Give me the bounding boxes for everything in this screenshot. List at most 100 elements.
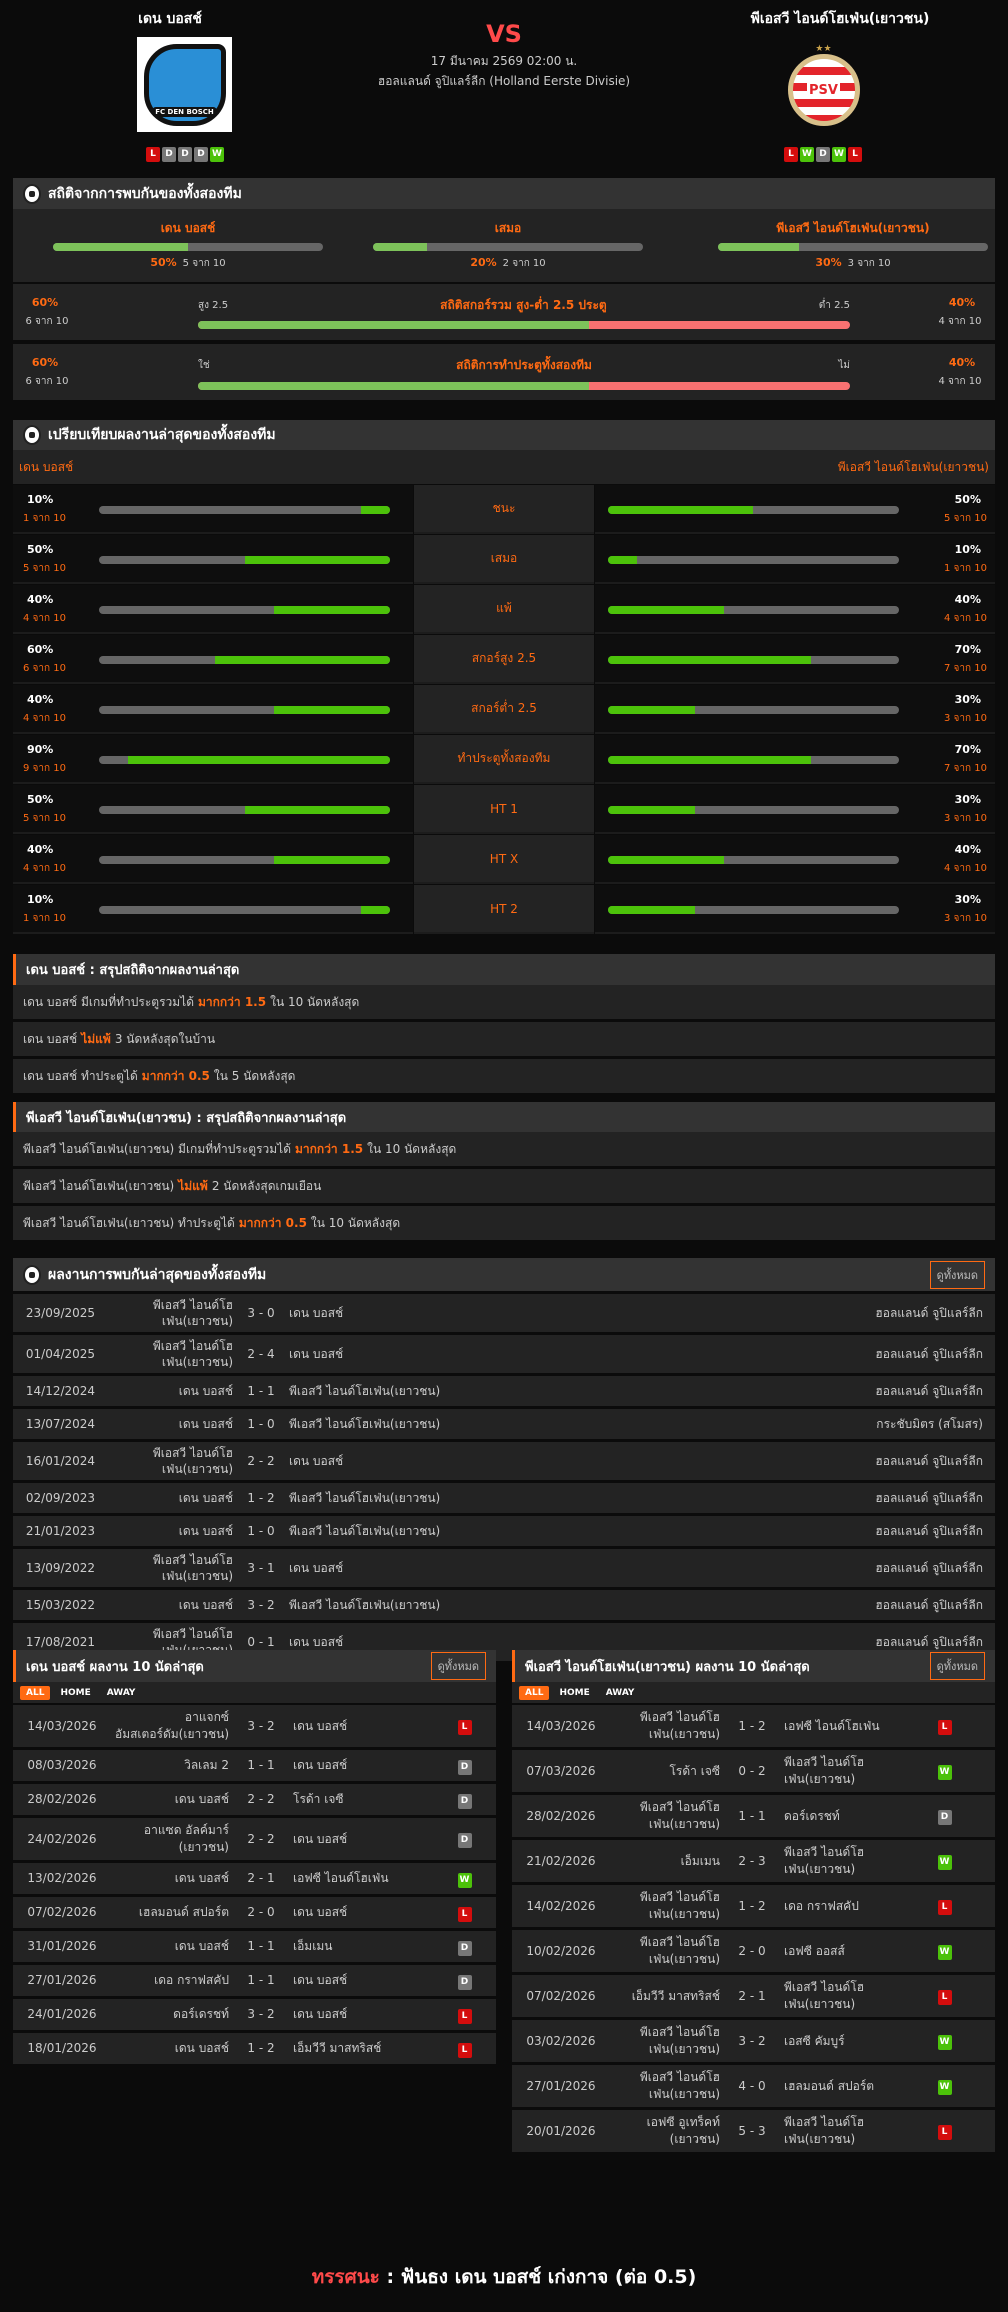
home-bar — [99, 556, 390, 564]
over-under-title: สถิติสกอร์รวม สูง-ต่ำ 2.5 ประตู — [440, 298, 607, 312]
summary-row: เดน บอสช์ ไม่แพ้ 3 นัดหลังสุดในบ้าน — [13, 1022, 995, 1056]
result-row[interactable]: 07/02/2026 เฮลมอนด์ สปอร์ต 2 - 0 เดน บอสช์ L — [13, 1897, 496, 1928]
competition: ฮอลแลนด์ จูปิแลร์ลีก — [875, 1306, 983, 1320]
h2h-row[interactable]: 15/03/2022 เดน บอสช์ 3 - 2 พีเอสวี ไอนด์โฮเ… — [13, 1590, 995, 1620]
away-team: เดน บอสช์ — [293, 1758, 348, 1772]
result-row[interactable]: 08/03/2026 วิลเลม 2 1 - 1 เดน บอสช์ D — [13, 1750, 496, 1781]
away-team: พีเอสวี ไอนด์โฮเฟ่น(เยาวชน) — [289, 1491, 441, 1505]
summary-highlight: ไม่แพ้ — [81, 1031, 111, 1046]
away-team-name[interactable]: พีเอสวี ไอนด์โฮเฟ่น(เยาวชน) — [750, 11, 930, 27]
view-all-button[interactable]: ดูทั้งหมด — [929, 1260, 985, 1289]
h2h-row[interactable]: 01/04/2025 พีเอสวี ไอนด์โฮเฟ่น(เยาวชน) 2 -… — [13, 1335, 995, 1373]
home-pct: 50% — [27, 543, 54, 556]
summary-text: 2 นัดหลังสุดเกมเยือน — [211, 1178, 322, 1193]
over-under-panel: 60% 6 จาก 10 สูง 2.5 สถิติสกอร์รวม สูง-ต… — [13, 284, 995, 340]
tab-all[interactable]: ALL — [519, 1685, 550, 1700]
h2h-results-header: ผลงานการพบกันล่าสุดของทั้งสองทีม ดูทั้งห… — [13, 1258, 995, 1291]
soccer-ball-icon — [23, 425, 41, 445]
score: 1 - 2 — [738, 1898, 766, 1913]
h2h-row[interactable]: 13/09/2022 พีเอสวี ไอนด์โฮเฟ่น(เยาวชน) 3 -… — [13, 1549, 995, 1587]
view-all-button[interactable]: ดูทั้งหมด — [430, 1652, 486, 1680]
away-team: พีเอสวี ไอนด์โฮเฟ่น(เยาวชน) — [289, 1384, 441, 1398]
result-row[interactable]: 18/01/2026 เดน บอสช์ 1 - 2 เอ็มวีวี มาสทริส… — [13, 2033, 496, 2064]
home-team: เดน บอสช์ — [178, 1491, 233, 1505]
result-row[interactable]: 14/02/2026 พีเอสวี ไอนด์โฮเฟ่น(เยาวชน) 1 -… — [512, 1885, 995, 1927]
away-bar — [607, 906, 899, 914]
result-row[interactable]: 07/03/2026 โรด้า เจซี 0 - 2 พีเอสวี ไอนด์โฮ… — [512, 1750, 995, 1792]
result-row[interactable]: 14/03/2026 อาแจกซ์ อัมสเตอร์ดัม(เยาวชน) 3 … — [13, 1705, 496, 1747]
away-team: เดน บอสช์ — [293, 2007, 348, 2021]
match-date: 14/03/2026 — [526, 1718, 596, 1733]
h2h-row[interactable]: 13/07/2024 เดน บอสช์ 1 - 0 พีเอสวี ไอนด์โฮเ… — [13, 1409, 995, 1439]
compare-row: 40% 4 จาก 10 สกอร์ต่ำ 2.5 30% 3 จาก 10 — [13, 685, 995, 734]
result-row[interactable]: 13/02/2026 เดน บอสช์ 2 - 1 เอฟซี ไอนด์โฮเฟ่… — [13, 1863, 496, 1894]
away-team: เดน บอสช์ — [289, 1635, 344, 1649]
compare-label: HT 2 — [414, 885, 594, 934]
summary-highlight: มากกว่า 0.5 — [141, 1068, 210, 1083]
result-row[interactable]: 27/01/2026 เดอ กราฟสคัป 1 - 1 เดน บอสช์ D — [13, 1965, 496, 1996]
summary-text: ใน 10 นัดหลังสุด — [367, 1141, 457, 1156]
stat-label: เสมอ — [494, 221, 522, 235]
score: 2 - 2 — [247, 1792, 275, 1806]
tab-home[interactable]: HOME — [559, 1687, 590, 1698]
home-team: เดน บอสช์ — [174, 1792, 229, 1806]
stat-values: 50% 5 จาก 10 — [53, 256, 323, 271]
home-team: พีเอสวี ไอนด์โฮเฟ่น(เยาวชน) — [639, 1710, 720, 1741]
result-row[interactable]: 28/02/2026 พีเอสวี ไอนด์โฮเฟ่น(เยาวชน) 1 -… — [512, 1795, 995, 1837]
recent-home-header: เดน บอสช์ ผลงาน 10 นัดล่าสุด ดูทั้งหมด — [13, 1650, 496, 1682]
recent-home-tabs: ALL HOME AWAY — [13, 1682, 496, 1703]
competition: ฮอลแลนด์ จูปิแลร์ลีก — [875, 1635, 983, 1649]
section-title: เปรียบเทียบผลงานล่าสุดของทั้งสองทีม — [48, 427, 276, 443]
home-bar — [99, 506, 390, 514]
result-badge: L — [937, 1720, 952, 1735]
result-badge: W — [937, 1945, 952, 1960]
tab-away[interactable]: AWAY — [106, 1687, 136, 1698]
result-badge: D — [457, 1793, 472, 1809]
away-fill — [607, 556, 637, 564]
tab-all[interactable]: ALL — [20, 1685, 51, 1700]
score: 2 - 2 — [247, 1454, 275, 1468]
result-row[interactable]: 24/01/2026 ดอร์เดรชท์ 3 - 2 เดน บอสช์ L — [13, 1999, 496, 2030]
result-row[interactable]: 21/02/2026 เอ็มเมน 2 - 3 พีเอสวี ไอนด์โฮเฟ่… — [512, 1840, 995, 1882]
home-team-name[interactable]: เดน บอสช์ — [138, 11, 202, 27]
result-row[interactable]: 27/01/2026 พีเอสวี ไอนด์โฮเฟ่น(เยาวชน) 4 -… — [512, 2065, 995, 2107]
result-row[interactable]: 07/02/2026 เอ็มวีวี มาสทริสช์ 2 - 1 พีเอสวี… — [512, 1975, 995, 2017]
stat-label: เดน บอสช์ — [160, 221, 216, 235]
home-team: พีเอสวี ไอนด์โฮเฟ่น(เยาวชน) — [639, 1800, 720, 1831]
h2h-row[interactable]: 02/09/2023 เดน บอสช์ 1 - 2 พีเอสวี ไอนด์โฮเ… — [13, 1483, 995, 1513]
verdict-label: ทรรศนะ — [311, 2266, 380, 2288]
result-row[interactable]: 31/01/2026 เดน บอสช์ 1 - 1 เอ็มเมน D — [13, 1931, 496, 1962]
result-row[interactable]: 24/02/2026 อาแซด อัลค์มาร์ (เยาวชน) 2 - 2 เ… — [13, 1818, 496, 1860]
result-badge: L — [937, 2125, 952, 2140]
psv-crest-icon: PSV — [787, 54, 860, 126]
home-count: 5 จาก 10 — [23, 813, 66, 824]
summary-highlight: มากกว่า 0.5 — [238, 1215, 307, 1230]
h2h-row[interactable]: 23/09/2025 พีเอสวี ไอนด์โฮเฟ่น(เยาวชน) 3 -… — [13, 1294, 995, 1332]
match-date: 02/09/2023 — [25, 1491, 96, 1505]
result-cell: L — [433, 1904, 496, 1922]
tab-away[interactable]: AWAY — [605, 1687, 635, 1698]
away-fill — [607, 856, 725, 864]
home-team: อาแจกซ์ อัมสเตอร์ดัม(เยาวชน) — [114, 1710, 229, 1741]
score: 1 - 2 — [247, 2041, 275, 2055]
form-badge: D — [178, 147, 192, 162]
tab-home[interactable]: HOME — [60, 1687, 91, 1698]
match-date: 17/08/2021 — [25, 1635, 96, 1649]
score: 3 - 1 — [247, 1561, 275, 1575]
result-row[interactable]: 20/01/2026 เอฟซี อูเทร็คท์ (เยาวชน) 5 - 3 พ… — [512, 2110, 995, 2152]
h2h-row[interactable]: 14/12/2024 เดน บอสช์ 1 - 1 พีเอสวี ไอนด์โฮเ… — [13, 1376, 995, 1406]
result-row[interactable]: 03/02/2026 พีเอสวี ไอนด์โฮเฟ่น(เยาวชน) 3 -… — [512, 2020, 995, 2062]
match-date: 14/02/2026 — [526, 1898, 596, 1913]
score: 3 - 2 — [247, 2007, 275, 2021]
result-row[interactable]: 10/02/2026 พีเอสวี ไอนด์โฮเฟ่น(เยาวชน) 2 -… — [512, 1930, 995, 1972]
home-fill — [244, 556, 390, 564]
over-under-labels: สูง 2.5 สถิติสกอร์รวม สูง-ต่ำ 2.5 ประตู … — [198, 296, 850, 315]
result-row[interactable]: 14/03/2026 พีเอสวี ไอนด์โฮเฟ่น(เยาวชน) 1 -… — [512, 1705, 995, 1747]
summary-text: เดน บอสช์ — [23, 1031, 78, 1046]
h2h-row[interactable]: 21/01/2023 เดน บอสช์ 1 - 0 พีเอสวี ไอนด์โฮเ… — [13, 1516, 995, 1546]
view-all-button[interactable]: ดูทั้งหมด — [929, 1652, 985, 1680]
h2h-row[interactable]: 16/01/2024 พีเอสวี ไอนด์โฮเฟ่น(เยาวชน) 2 -… — [13, 1442, 995, 1480]
result-row[interactable]: 28/02/2026 เดน บอสช์ 2 - 2 โรด้า เจซี D — [13, 1784, 496, 1815]
compare-row: 50% 5 จาก 10 HT 1 30% 3 จาก 10 — [13, 785, 995, 834]
home-side: 50% 5 จาก 10 — [13, 785, 414, 834]
